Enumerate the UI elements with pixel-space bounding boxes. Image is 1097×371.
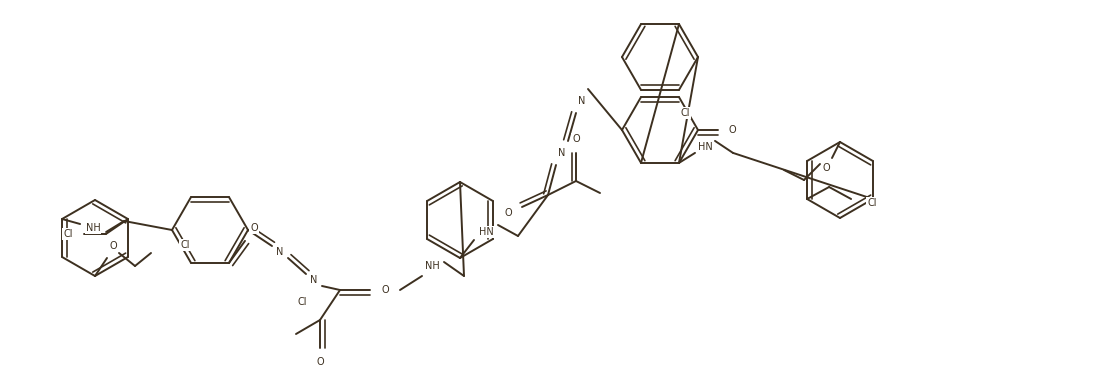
Text: HN: HN: [478, 227, 494, 237]
Text: O: O: [381, 285, 388, 295]
Text: Cl: Cl: [180, 240, 190, 250]
Text: O: O: [822, 163, 829, 173]
Text: N: N: [276, 247, 284, 257]
Text: O: O: [505, 208, 512, 218]
Text: N: N: [578, 96, 586, 106]
Text: HN: HN: [698, 142, 712, 152]
Text: N: N: [310, 275, 318, 285]
Text: NH: NH: [86, 223, 101, 233]
Text: O: O: [250, 223, 258, 233]
Text: Cl: Cl: [297, 297, 307, 307]
Text: O: O: [316, 357, 324, 367]
Text: O: O: [110, 241, 116, 251]
Text: N: N: [558, 148, 566, 158]
Text: O: O: [573, 134, 580, 144]
Text: Cl: Cl: [867, 198, 877, 208]
Text: NH: NH: [425, 261, 440, 271]
Text: Cl: Cl: [64, 229, 72, 239]
Text: Cl: Cl: [680, 108, 690, 118]
Text: O: O: [728, 125, 736, 135]
